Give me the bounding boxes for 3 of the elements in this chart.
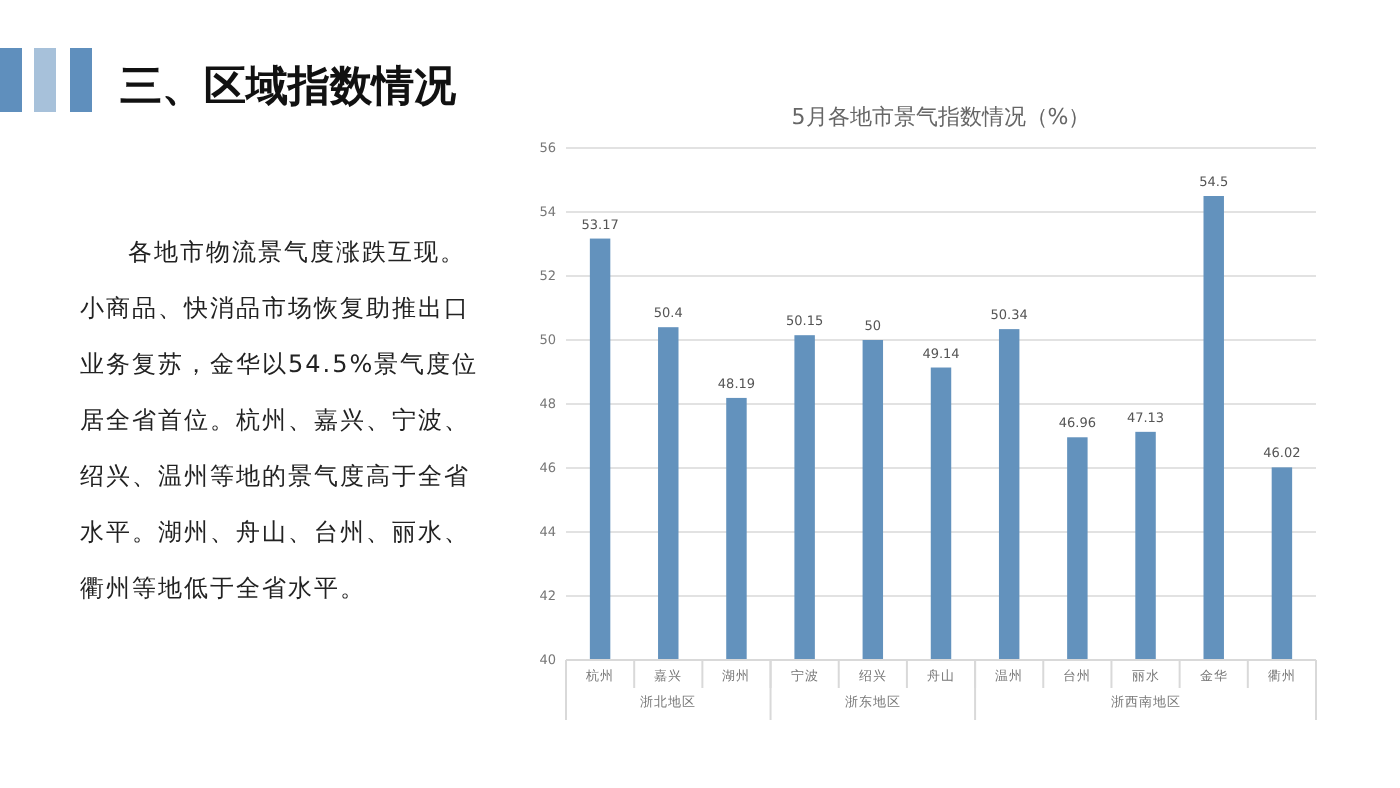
- chart-title: 5月各地市景气指数情况（%）: [791, 104, 1091, 130]
- text: 各地市物流景气度涨跌互现。小商品、快消品市场恢复助推出口业务复苏，金华以54.5%景气度位居全省首位。杭州、嘉兴、宁波、绍兴、温州等地的景气度高于全省水平。湖州、舟山、台州、丽水、衢州等地低于全省水平。: [80, 236, 480, 606]
- text: 三、区域指数情况: [120, 62, 458, 110]
